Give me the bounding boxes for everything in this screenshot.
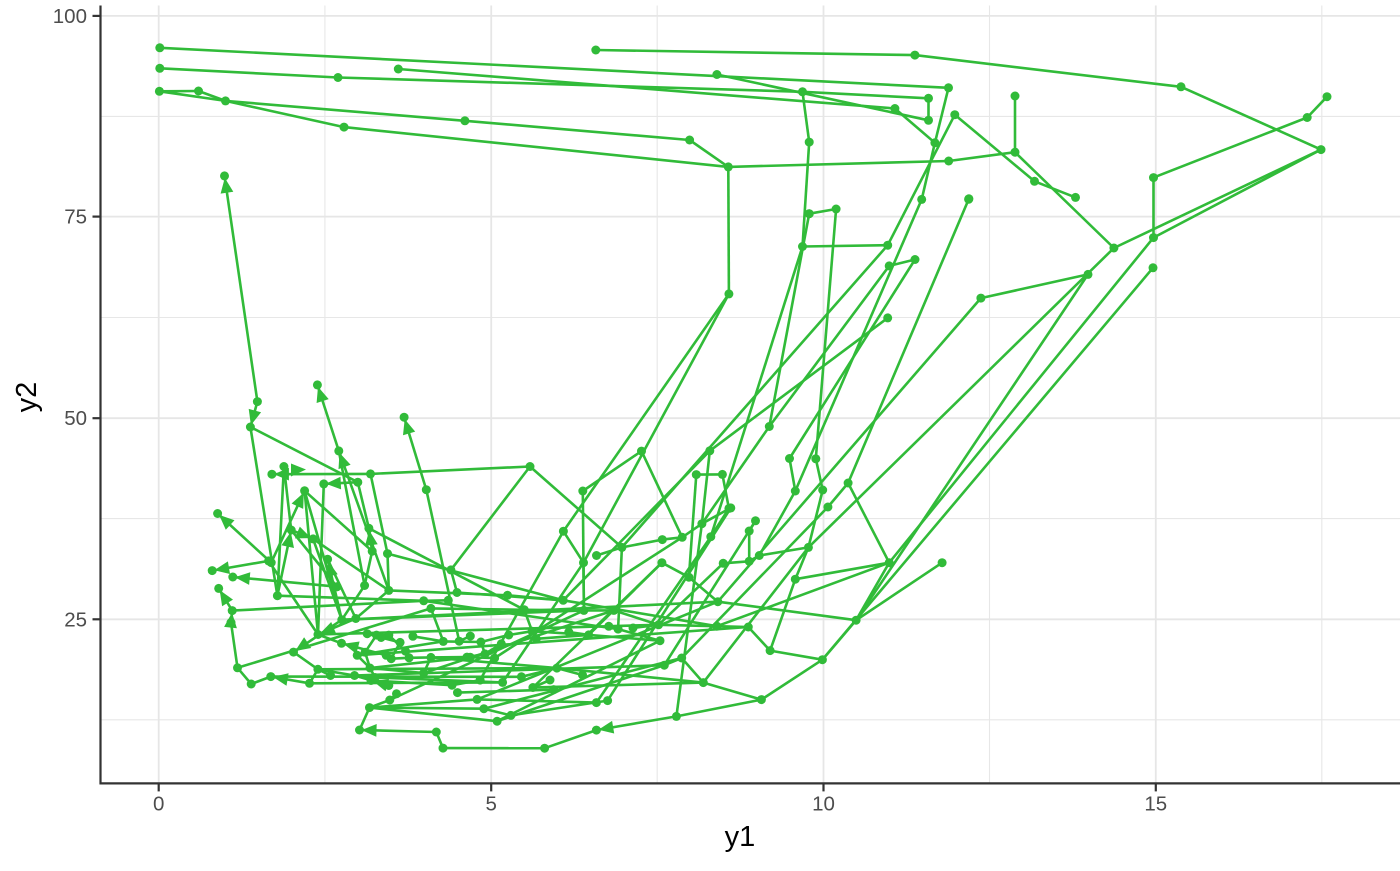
svg-text:0: 0	[153, 792, 164, 815]
svg-text:100: 100	[53, 5, 87, 28]
svg-text:5: 5	[485, 792, 496, 815]
svg-text:y1: y1	[725, 821, 756, 853]
svg-text:50: 50	[64, 407, 87, 430]
svg-text:15: 15	[1144, 792, 1167, 815]
svg-text:25: 25	[64, 608, 87, 631]
svg-text:y2: y2	[11, 382, 43, 413]
svg-text:10: 10	[812, 792, 835, 815]
svg-text:75: 75	[64, 206, 87, 229]
